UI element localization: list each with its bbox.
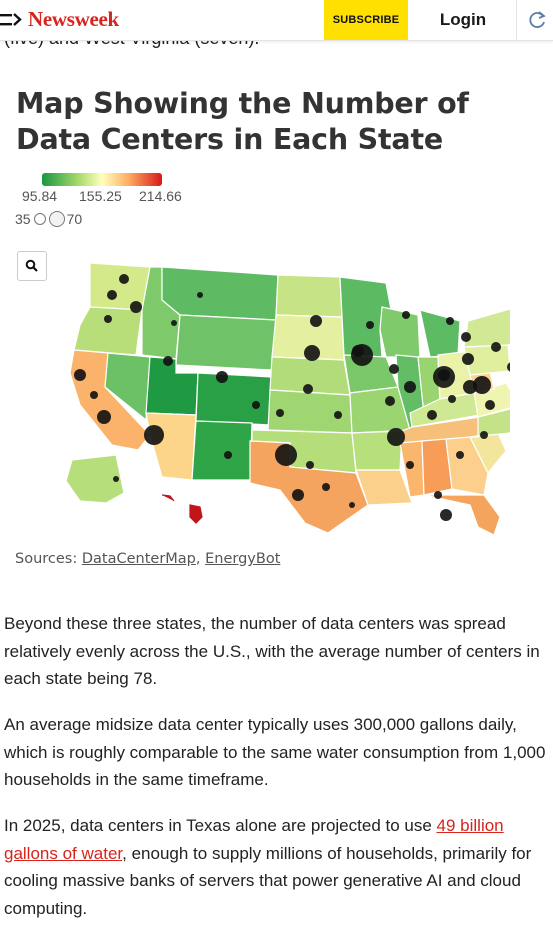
state-montana [161,266,279,321]
source-link-datacentermap[interactable]: DataCenterMap [81,551,196,567]
top-navigation-bar: Newsweek SUBSCRIBE Login [0,0,553,41]
data-center-dot [224,451,232,459]
newsweek-logo[interactable]: Newsweek [28,7,119,31]
state-colorado [195,372,273,426]
data-center-dot [334,411,342,419]
data-center-dot [104,315,112,323]
data-center-dot [304,345,320,361]
data-center-dot [462,353,474,365]
login-button[interactable]: Login [439,10,487,29]
data-center-dot [276,409,284,417]
state-louisiana [355,469,413,506]
data-center-dot [507,362,510,372]
data-center-dot [107,290,117,300]
header-divider [516,0,517,40]
data-center-dot [306,461,314,469]
data-center-dot [404,381,416,393]
data-center-dot [434,491,442,499]
data-center-dot [90,391,98,399]
map-title: Map Showing the Number of Data Centers i… [16,87,469,156]
data-center-dot [97,410,111,424]
size-legend-small-circle [33,213,46,225]
state-florida [423,494,501,535]
data-center-dot [252,401,260,409]
data-center-dot [303,384,313,394]
data-center-dot [366,321,374,329]
data-center-dot [119,274,129,284]
state-north-dakota [275,274,343,318]
data-center-dot [275,444,297,466]
data-center-dot [130,301,142,313]
map-sources: Sources: DataCenterMap, EnergyBot [15,551,280,567]
article-paragraph-1: Beyond these three states, the number of… [4,614,540,688]
state-wyoming [175,314,277,371]
state-michigan [419,309,461,358]
article-paragraph-3: In 2025, data centers in Texas alone are… [4,812,549,922]
state-georgia [445,436,489,496]
data-center-dot [389,364,399,374]
sources-prefix: Sources: [15,551,82,567]
data-center-dot [351,344,373,366]
refresh-icon[interactable] [526,9,548,31]
data-center-dot [427,410,437,420]
data-center-dot [461,332,471,342]
map-search-button[interactable] [17,251,47,281]
color-scale-legend [42,173,162,186]
state-arizona [145,412,197,481]
data-center-dot [349,502,355,508]
state-new-york [463,308,510,348]
article-paragraph-2: An average midsize data center typically… [4,715,546,789]
data-center-dot [485,400,495,410]
alaska [65,454,125,504]
paragraph-3-text-before: In 2025, data centers in Texas alone are… [4,816,437,835]
sources-separator: , [195,551,206,567]
size-legend-large-label: 70 [66,211,83,227]
data-center-dot [402,311,410,319]
data-center-dot [480,431,488,439]
data-center-dot [322,483,330,491]
size-legend-small-label: 35 [15,211,31,227]
data-center-dot [310,315,322,327]
paragraph-3-text-after: , enough to supply millions of household… [4,843,532,918]
data-center-dot [385,396,395,406]
state-nevada [104,352,151,422]
us-data-centers-map [65,262,510,535]
menu-icon[interactable] [0,9,24,31]
size-legend-large-circle [48,211,65,227]
hawaii [161,494,203,524]
data-center-dot [473,376,491,394]
data-center-dot [448,395,456,403]
data-center-dot [433,366,455,388]
state-washington [89,262,151,311]
state-oregon [73,306,143,356]
data-center-dot [456,451,464,459]
state-new-mexico [191,420,253,481]
data-center-dot [171,320,177,326]
data-center-dot [292,489,304,501]
source-link-energybot[interactable]: EnergyBot [205,551,281,567]
legend-max-label: 214.66 [139,188,182,204]
data-center-dot [491,342,501,352]
data-center-dot [406,461,414,469]
data-center-dot [144,425,164,445]
water-usage-link[interactable]: 49 billion gallons of water [4,816,504,863]
state-north-carolina [469,408,510,438]
data-center-dot [446,317,454,325]
legend-min-label: 95.84 [22,188,58,204]
subscribe-button[interactable]: SUBSCRIBE [324,0,408,40]
data-center-dot [440,509,452,521]
data-center-dot [216,371,228,383]
data-center-dot [163,356,173,366]
size-legend: 35 70 [15,211,82,227]
data-center-dot [197,292,203,298]
data-center-dot [113,476,119,482]
search-icon [25,259,38,272]
data-center-dot [74,369,86,381]
legend-mid-label: 155.25 [79,188,122,204]
state-wisconsin [379,306,421,358]
data-center-dot [387,428,405,446]
